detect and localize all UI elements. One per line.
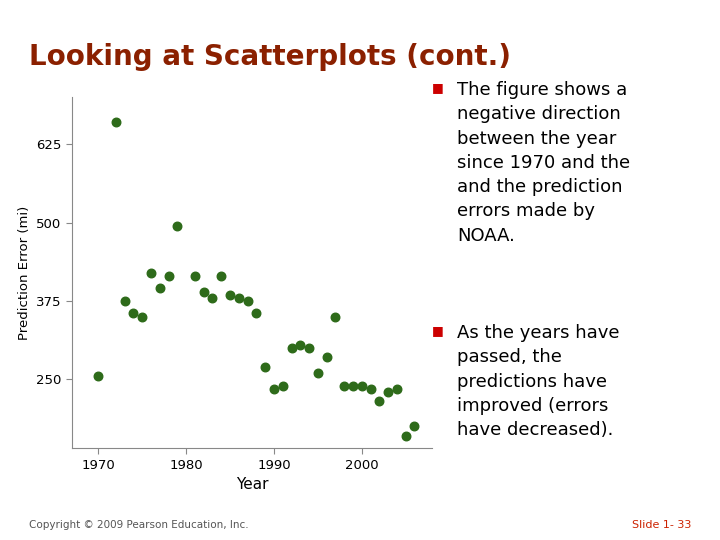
Point [93, 372, 104, 381]
Point [286, 343, 297, 352]
Point [127, 309, 139, 318]
Point [347, 381, 359, 390]
Text: ■: ■ [432, 324, 444, 337]
Point [207, 293, 218, 302]
Point [391, 384, 402, 393]
Point [312, 369, 323, 377]
Point [268, 384, 279, 393]
Text: Looking at Scatterplots (cont.): Looking at Scatterplots (cont.) [29, 43, 510, 71]
Point [145, 268, 157, 277]
Point [171, 221, 183, 230]
Text: Copyright © 2009 Pearson Education, Inc.: Copyright © 2009 Pearson Education, Inc. [29, 520, 248, 530]
Point [277, 381, 289, 390]
Point [374, 397, 385, 406]
Point [163, 272, 174, 280]
Y-axis label: Prediction Error (mi): Prediction Error (mi) [17, 206, 30, 340]
Point [110, 118, 122, 126]
Text: As the years have
passed, the
predictions have
improved (errors
have decreased).: As the years have passed, the prediction… [457, 324, 620, 439]
Point [365, 384, 377, 393]
Text: The figure shows a
negative direction
between the year
since 1970 and the
and th: The figure shows a negative direction be… [457, 81, 630, 245]
Point [233, 293, 245, 302]
Point [215, 272, 227, 280]
Point [154, 284, 166, 293]
Point [189, 272, 201, 280]
Point [198, 287, 210, 296]
Text: Slide 1- 33: Slide 1- 33 [632, 520, 691, 530]
X-axis label: Year: Year [235, 477, 269, 492]
Point [119, 296, 130, 305]
Point [242, 296, 253, 305]
Text: ■: ■ [432, 81, 444, 94]
Point [259, 362, 271, 371]
Point [356, 381, 367, 390]
Point [303, 343, 315, 352]
Point [137, 312, 148, 321]
Point [251, 309, 262, 318]
Point [400, 431, 411, 440]
Point [382, 388, 394, 396]
Point [409, 422, 420, 430]
Point [338, 381, 350, 390]
Point [321, 353, 333, 362]
Point [330, 312, 341, 321]
Point [225, 291, 236, 299]
Point [294, 340, 306, 349]
